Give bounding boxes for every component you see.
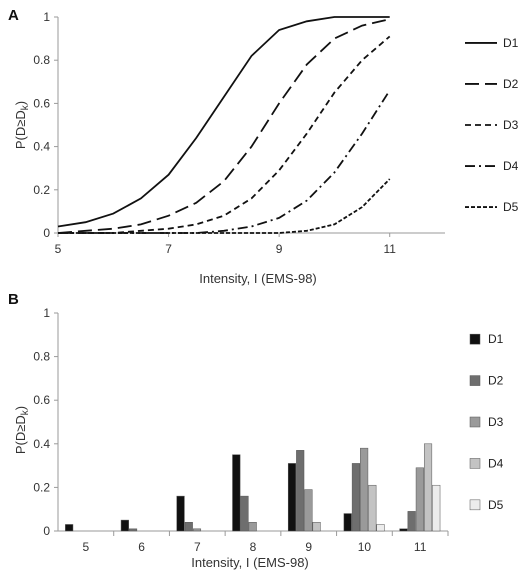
legend-label-d1: D1 [503,36,519,50]
panel-b-x-tick-label: 9 [305,540,312,554]
panel-b-y-tick-label: 0.6 [33,393,50,407]
legend-swatch-d4 [469,458,481,469]
bar-d1-5 [65,524,74,532]
panel-b-y-tick-label: 0.2 [33,480,50,494]
bar-d4-9 [312,522,321,532]
panel-a-x-ticks: 5 7 9 11 [55,233,396,256]
bar-d5-10 [376,524,385,532]
bar-d2-9 [296,450,305,532]
bar-d3-8 [248,522,257,532]
panel-b-y-ticks: 0 0.2 0.4 0.6 0.8 1 [33,306,58,538]
panel-a-y-tick-label: 0.2 [33,183,50,197]
bar-d3-11 [415,467,424,532]
series-line-d1 [57,16,390,228]
legend-label-d4: D4 [503,159,519,173]
bar-d1-7 [176,495,185,532]
panel-b-x-tick-label: 7 [194,540,201,554]
panel-b-x-tick-label: 6 [138,540,145,554]
bar-d2-11 [407,511,416,532]
panel-a-y-ticks: 0 0.2 0.4 0.6 0.8 1 [33,10,58,240]
panel-a-series [57,16,391,234]
legend-label-d5: D5 [503,200,519,214]
legend-swatch-d1 [469,333,481,345]
bar-d2-7 [184,522,193,532]
bar-d2-8 [240,495,249,532]
legend-swatch-d3 [469,416,481,428]
panel-b-legend: D1 D2 D3 D4 D5 [469,332,504,512]
panel-b-x-tick-label: 10 [358,540,372,554]
panel-a-y-axis-title: P(D≥Dk) [13,101,31,149]
legend-label-d2: D2 [503,77,519,91]
panel-a: A 0 0.2 0.4 0.6 0.8 1 5 7 9 11 Intensity, I (EMS… [8,7,519,286]
legend-swatch-d5 [469,499,481,511]
legend-label-d3: D3 [503,118,519,132]
panel-a-letter: A [8,7,19,24]
bar-d4-10 [368,484,377,532]
series-line-d5 [58,178,391,234]
panel-b-y-axis-title: P(D≥Dk) [13,406,31,454]
legend-swatch-d2 [469,375,481,386]
bar-d1-9 [287,463,297,532]
panel-b: B 0 0.2 0.4 0.6 0.8 1 5 6 7 8 9 10 11 Intensity, I … [8,291,504,570]
panel-b-x-tick-label: 5 [83,540,90,554]
bar-d5-11 [432,484,441,532]
bar-d1-8 [232,454,241,532]
panel-b-axes [57,313,448,532]
panel-b-x-tick-label: 8 [250,540,257,554]
legend-label-d5: D5 [488,498,504,512]
panel-b-y-tick-label: 1 [43,306,50,320]
series-line-d2 [57,18,390,234]
panel-a-y-tick-label: 0.8 [33,53,50,67]
legend-label-d1: D1 [488,332,504,346]
panel-b-x-axis-title: Intensity, I (EMS-98) [191,555,309,570]
bar-d2-10 [351,463,360,532]
bar-d4-11 [423,443,433,532]
panel-a-x-tick-label: 9 [276,242,283,256]
panel-b-x-tick-label: 11 [414,540,427,554]
legend-label-d3: D3 [488,415,504,429]
legend-label-d4: D4 [488,456,504,470]
panel-b-y-tick-label: 0.8 [33,350,50,364]
panel-a-y-tick-label: 0 [43,226,50,240]
bar-d1-6 [120,519,129,532]
panel-a-x-axis-title: Intensity, I (EMS-98) [199,271,317,286]
panel-a-x-tick-label: 5 [55,242,62,256]
panel-a-x-tick-label: 11 [383,242,396,256]
legend-label-d2: D2 [488,374,504,388]
panel-b-bars [65,443,441,532]
bar-d3-10 [360,447,369,532]
bar-d3-7 [192,528,202,532]
panel-a-y-tick-label: 1 [43,10,50,24]
panel-b-letter: B [8,291,19,308]
panel-a-y-tick-label: 0.6 [33,96,50,110]
bar-d2-6 [129,528,138,532]
series-line-d4 [58,89,391,234]
panel-a-y-tick-label: 0.4 [33,140,50,154]
bar-d1-10 [343,513,352,532]
bar-d3-9 [304,489,313,532]
series-line-d3 [58,35,391,234]
panel-a-axes [57,17,445,234]
panel-a-x-tick-label: 7 [165,242,172,256]
panel-a-legend: D1 D2 D3 D4 D5 [465,36,519,214]
panel-b-y-tick-label: 0 [43,524,50,538]
panel-b-x-ticks: 5 6 7 8 9 10 11 [83,531,449,554]
panel-b-y-tick-label: 0.4 [33,437,50,451]
bar-d1-11 [399,528,408,532]
